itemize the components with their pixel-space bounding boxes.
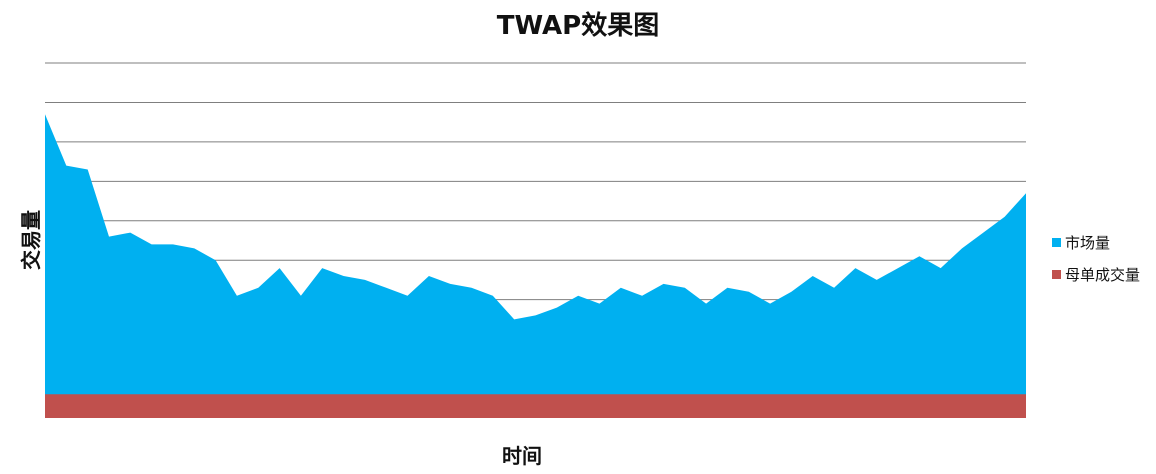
legend-swatch-2 [1052,270,1061,279]
y-axis-label: 交易量 [19,210,43,270]
area-series-1 [45,114,1026,419]
legend-label-2: 母单成交量 [1065,266,1140,284]
area-series-2 [45,394,1026,418]
legend-swatch-1 [1052,238,1061,247]
x-axis-label: 时间 [502,444,542,468]
chart-title: TWAP效果图 [497,10,659,41]
legend-label-1: 市场量 [1065,234,1110,252]
plot-areas [45,114,1026,419]
